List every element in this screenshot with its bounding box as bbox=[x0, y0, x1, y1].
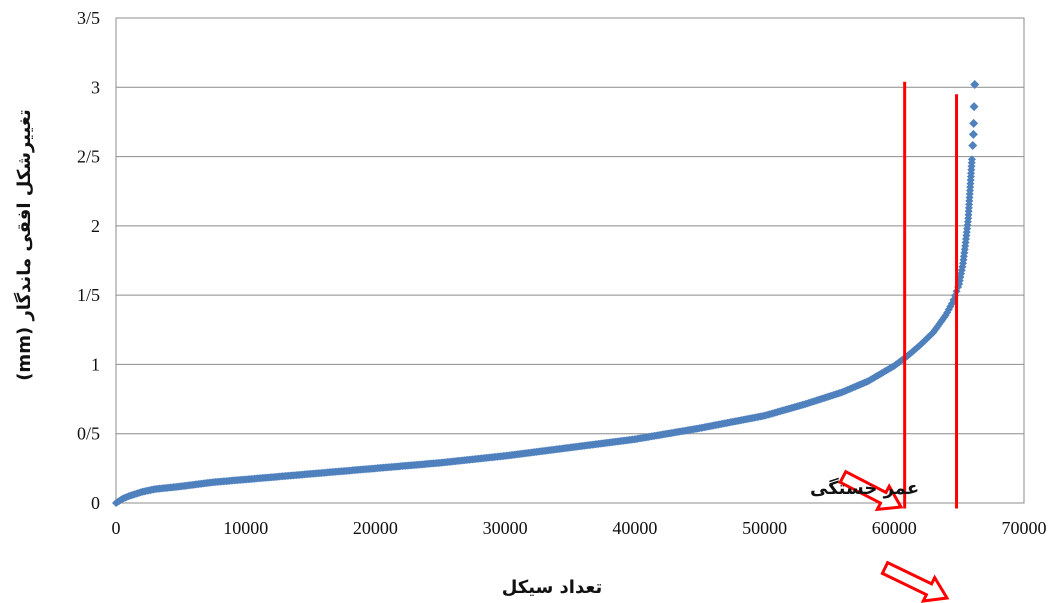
y-tick-label: 2 bbox=[91, 216, 100, 236]
fatigue-life-annotation: عمر خستگی bbox=[810, 477, 919, 499]
data-series bbox=[112, 80, 979, 507]
y-tick-label: 1/5 bbox=[77, 285, 100, 305]
x-tick-label: 60000 bbox=[872, 518, 917, 538]
gridlines bbox=[116, 18, 1024, 503]
x-tick-label: 30000 bbox=[483, 518, 528, 538]
data-point bbox=[969, 119, 978, 128]
plot-area bbox=[116, 18, 1024, 503]
arrow-icon bbox=[882, 563, 947, 601]
x-tick-labels: 0 10000 20000 30000 40000 50000 60000 70000 bbox=[112, 518, 1047, 538]
x-tick-label: 70000 bbox=[1002, 518, 1047, 538]
y-tick-label: 0/5 bbox=[77, 424, 100, 444]
y-tick-label: 1 bbox=[91, 354, 100, 374]
x-tick-label: 40000 bbox=[612, 518, 657, 538]
data-point bbox=[968, 141, 977, 150]
x-tick-label: 10000 bbox=[223, 518, 268, 538]
y-axis-title: تغییرشکل افقی ماندگار (mm) bbox=[13, 109, 35, 381]
y-tick-label: 3/5 bbox=[77, 8, 100, 28]
x-axis-title: تعداد سیکل bbox=[502, 577, 603, 598]
x-tick-label: 50000 bbox=[742, 518, 787, 538]
data-point bbox=[969, 130, 978, 139]
y-tick-label: 2/5 bbox=[77, 147, 100, 167]
x-tick-label: 0 bbox=[112, 518, 121, 538]
y-tick-label: 3 bbox=[91, 77, 100, 97]
plot-frame bbox=[116, 18, 1024, 503]
x-tick-label: 20000 bbox=[353, 518, 398, 538]
y-tick-labels: 0 0/5 1 1/5 2 2/5 3 3/5 bbox=[77, 8, 100, 513]
data-point bbox=[970, 102, 979, 111]
y-tick-label: 0 bbox=[91, 493, 100, 513]
